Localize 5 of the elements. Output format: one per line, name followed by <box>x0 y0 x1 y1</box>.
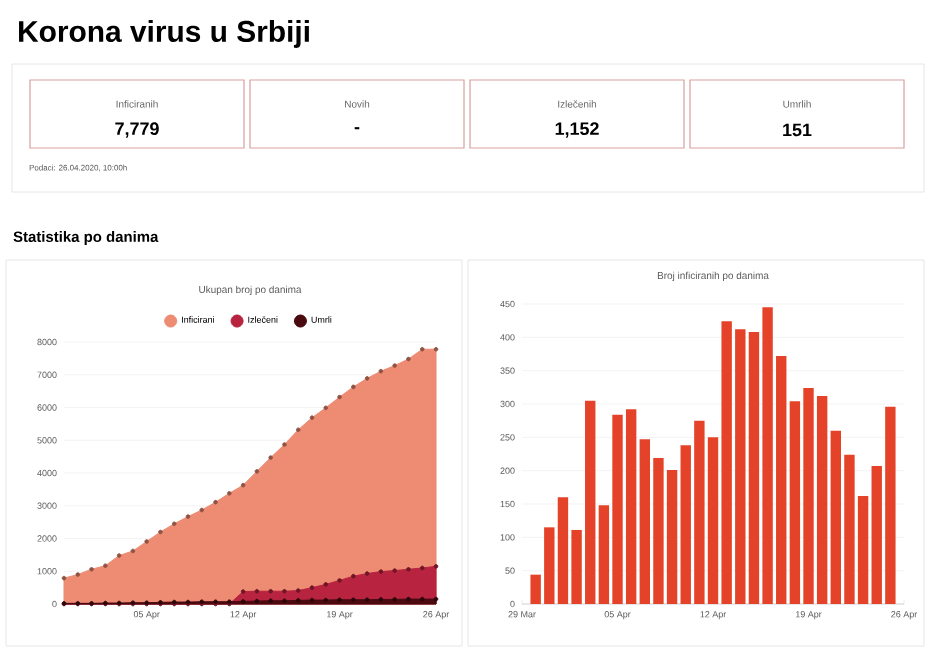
text: 7,779 <box>115 122 159 138</box>
text: - <box>354 127 360 130</box>
text: 151 <box>783 123 812 137</box>
text: Korona virus u Srbiji <box>19 20 309 48</box>
text: 1,152 <box>555 122 599 138</box>
